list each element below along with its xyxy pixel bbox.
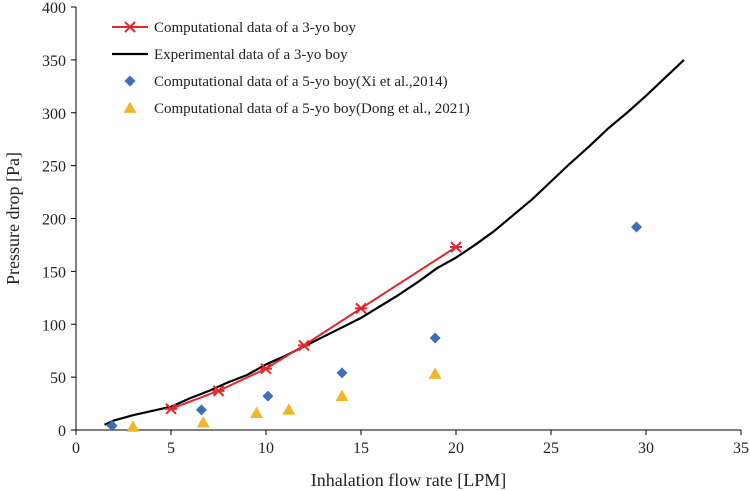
legend-marker [123, 101, 137, 113]
data-point-dong5 [335, 389, 349, 402]
legend-entry-comp3: Computational data of a 3-yo boy [112, 20, 357, 36]
legend-entry-exp3: Experimental data of a 3-yo boy [112, 47, 348, 63]
x-tick-label: 5 [167, 440, 175, 457]
series-line-comp3 [170, 246, 457, 410]
x-tick-label: 20 [448, 440, 464, 457]
data-point-dong5 [250, 406, 263, 418]
plot-area [104, 59, 685, 432]
series-dong5 [126, 367, 442, 432]
legend-marker [124, 21, 136, 33]
y-tick-label: 0 [58, 423, 66, 440]
series-comp3 [165, 241, 462, 415]
y-tick-label: 50 [50, 370, 66, 387]
x-tick-label: 15 [353, 440, 369, 457]
x-tick-label: 30 [638, 440, 654, 457]
legend-marker [124, 75, 136, 87]
x-tick-label: 35 [733, 440, 749, 457]
data-point-xi5 [195, 404, 207, 416]
legend-entry-xi5: Computational data of a 5-yo boy(Xi et a… [124, 74, 448, 90]
data-point-comp3 [355, 302, 367, 315]
y-tick-label: 250 [42, 159, 66, 176]
series-exp3 [104, 59, 685, 426]
data-point-dong5 [126, 420, 140, 432]
legend: Computational data of a 3-yo boy Experime… [112, 20, 470, 117]
data-point-comp3 [450, 241, 462, 253]
data-point-comp3 [165, 403, 177, 415]
data-point-comp3 [212, 385, 225, 397]
x-axis-label: Inhalation flow rate [LPM] [311, 470, 506, 490]
data-point-xi5 [106, 420, 118, 432]
x-tick-label: 0 [72, 440, 80, 457]
legend-label: Experimental data of a 3-yo boy [154, 47, 348, 63]
data-point-xi5 [631, 221, 642, 233]
series-line-exp3 [104, 59, 685, 426]
data-point-xi5 [429, 332, 441, 344]
series-xi5 [106, 221, 642, 432]
data-point-dong5 [282, 403, 296, 415]
x-tick-label: 25 [543, 440, 559, 457]
data-point-xi5 [336, 367, 348, 379]
y-tick-label: 150 [42, 264, 66, 281]
axes [75, 7, 741, 431]
legend-label: Computational data of a 3-yo boy [154, 20, 357, 36]
data-point-comp3 [298, 339, 310, 352]
y-tick-label: 350 [42, 53, 66, 70]
data-point-dong5 [196, 416, 210, 428]
y-axis-label: Pressure drop [Pa] [3, 152, 23, 285]
data-point-dong5 [428, 367, 442, 379]
x-tick-label: 10 [258, 440, 274, 457]
legend-label: Computational data of a 5-yo boy(Dong et… [154, 101, 470, 117]
y-tick-label: 100 [42, 317, 66, 334]
y-tick-label: 300 [42, 106, 66, 123]
data-point-comp3 [260, 362, 272, 375]
data-point-xi5 [262, 390, 274, 402]
y-tick-label: 200 [42, 212, 66, 229]
legend-entry-dong5: Computational data of a 5-yo boy(Dong et… [123, 101, 470, 117]
legend-label: Computational data of a 5-yo boy(Xi et a… [154, 74, 448, 90]
y-tick-label: 400 [42, 0, 66, 17]
